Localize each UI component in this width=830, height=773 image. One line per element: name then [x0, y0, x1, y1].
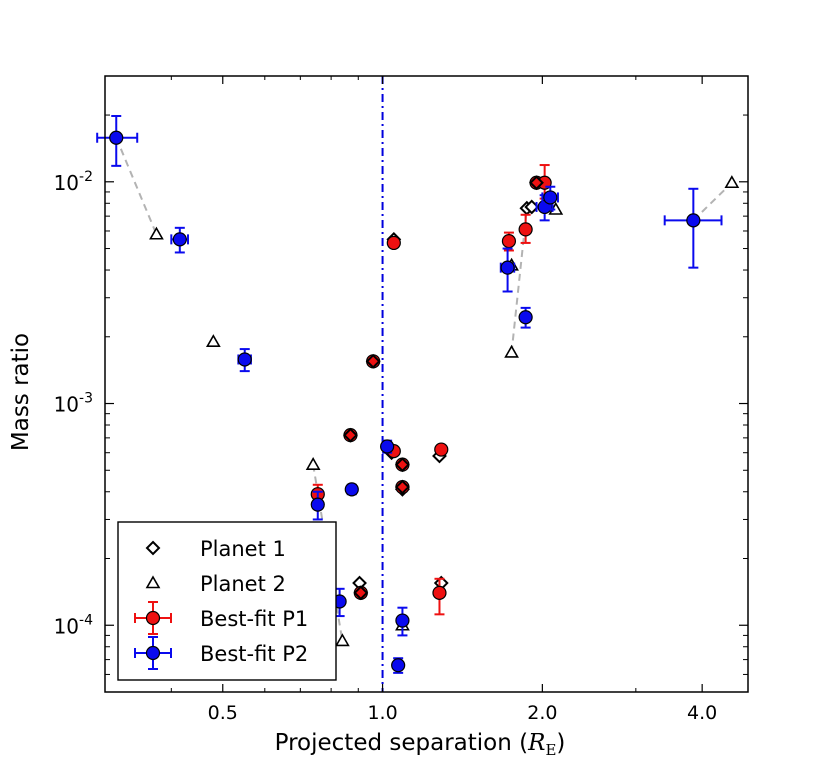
x-tick-label: 2.0	[527, 702, 557, 724]
planet1-bestfit-overlay	[395, 457, 410, 473]
planet2-point	[724, 175, 740, 189]
x-tick-label: 0.5	[208, 702, 238, 724]
bestfit-p2-point	[518, 310, 533, 325]
planet1-bestfit-overlay	[365, 353, 381, 369]
bestfit-p2-point	[237, 352, 252, 367]
planet2-point	[504, 344, 519, 358]
y-tick-base: 10	[54, 171, 79, 195]
bestfit-p2-point	[344, 482, 359, 497]
planet1-bestfit-overlay	[343, 427, 358, 443]
plot-frame	[104, 75, 749, 693]
bestfit-p2-point	[391, 658, 406, 673]
x-axis-label-close: )	[556, 730, 565, 756]
x-axis-label-symbol: R	[527, 730, 545, 756]
axes: 0.5 1.0 2.0 4.010-410-310-2	[54, 75, 749, 724]
y-tick-label: 10-4	[54, 612, 94, 638]
legend-marker-triangle	[145, 575, 161, 589]
x-axis-label-text: Projected separation (	[275, 730, 528, 756]
bestfit-p1-point	[501, 234, 517, 249]
legend-marker-circle	[145, 645, 161, 661]
legend: Planet 1 Planet 2 Best-fit P1 Best-fit P2	[117, 521, 337, 681]
bestfit-p1-point	[434, 442, 449, 457]
planet2-point	[305, 457, 321, 470]
legend-marker-diamond	[145, 540, 161, 556]
y-tick-label: 10-3	[54, 391, 93, 417]
bestfit-p2-point	[310, 497, 325, 512]
axis-labels: Mass ratio Projected separation (RE)	[8, 333, 565, 759]
y-axis-label: Mass ratio	[8, 333, 34, 451]
legend-marker-circle	[145, 610, 161, 626]
planet1-bestfit-overlay	[395, 479, 410, 495]
y-tick-exponent: -2	[79, 169, 93, 185]
planet1-bestfit-overlay	[529, 175, 544, 191]
y-tick-label: 10-2	[54, 169, 93, 195]
bestfit-p2-point	[109, 130, 124, 145]
planet2-point	[205, 334, 221, 348]
planet2-point	[334, 633, 350, 647]
legend-label: Planet 2	[200, 572, 286, 596]
y-tick-base: 10	[54, 393, 79, 417]
bestfit-p2-point	[380, 439, 395, 454]
x-axis-label: Projected separation (RE)	[275, 730, 566, 759]
legend-label: Best-fit P1	[200, 607, 308, 631]
x-axis-label-subscript: E	[545, 741, 556, 759]
bestfit-p2-point	[172, 232, 187, 247]
planet2-point	[149, 226, 164, 240]
x-tick-label: 4.0	[687, 702, 717, 724]
guide-line	[692, 182, 733, 222]
bestfit-p2-point	[500, 260, 515, 275]
bestfit-p1-point	[432, 585, 447, 600]
bestfit-p2-point	[395, 613, 410, 628]
legend-label: Planet 1	[200, 537, 286, 561]
planet1-bestfit-overlay	[353, 585, 369, 601]
y-tick-exponent: -4	[79, 612, 93, 628]
data-points	[96, 115, 740, 674]
bestfit-p1-point	[386, 235, 401, 251]
x-tick-label: 1.0	[367, 702, 397, 724]
y-tick-base: 10	[54, 614, 79, 638]
legend-label: Best-fit P2	[200, 642, 308, 666]
bestfit-p2-point	[543, 190, 558, 205]
bestfit-p1-point	[518, 222, 533, 237]
guide-line	[115, 137, 158, 235]
y-tick-exponent: -3	[79, 391, 93, 407]
bestfit-p2-point	[686, 213, 701, 228]
